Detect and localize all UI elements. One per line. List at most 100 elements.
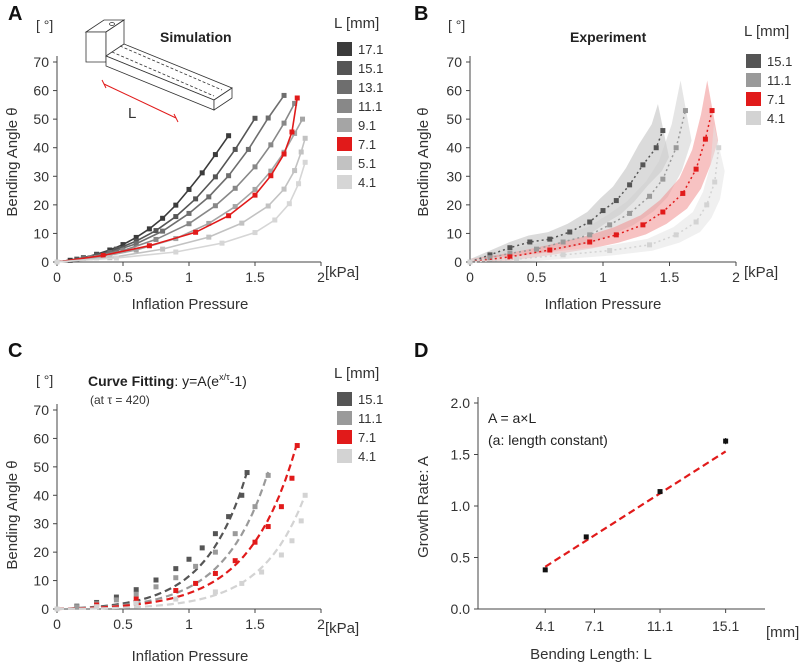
data-point xyxy=(226,133,232,139)
legend-swatch xyxy=(337,42,352,56)
panel-a-letter: A xyxy=(8,3,22,25)
data-point xyxy=(252,192,258,198)
data-point xyxy=(206,194,212,200)
legend-label: 5.1 xyxy=(358,156,376,171)
x-tick-label: 15.1 xyxy=(712,618,739,634)
x-tick-label: 0 xyxy=(53,616,61,632)
data-point xyxy=(268,142,274,148)
data-point xyxy=(206,234,212,240)
data-point xyxy=(640,162,646,168)
data-point xyxy=(265,115,271,121)
data-point xyxy=(298,518,304,524)
panel-d-x-unit: [mm] xyxy=(766,624,799,641)
data-point xyxy=(133,596,139,602)
data-point xyxy=(54,259,60,265)
legend-swatch xyxy=(337,137,352,151)
y-tick-label: 20 xyxy=(33,197,49,213)
data-point xyxy=(507,245,513,251)
data-point xyxy=(673,232,679,238)
data-point xyxy=(709,108,715,114)
data-point xyxy=(113,246,119,252)
data-point xyxy=(587,239,593,245)
y-tick-label: 0 xyxy=(41,601,49,617)
data-point xyxy=(607,248,613,254)
legend-label: 15.1 xyxy=(767,54,792,69)
data-point xyxy=(173,566,179,572)
data-point xyxy=(153,228,159,234)
data-point xyxy=(289,129,295,135)
data-point xyxy=(296,181,302,187)
x-tick-label: 2 xyxy=(317,269,325,285)
data-point xyxy=(487,255,493,261)
x-tick-label: 4.1 xyxy=(536,618,556,634)
y-tick-label: 20 xyxy=(33,544,49,560)
data-point xyxy=(467,259,473,265)
data-point xyxy=(716,145,722,151)
panel-a-x-unit: [kPa] xyxy=(325,264,359,281)
data-point xyxy=(281,151,287,157)
legend-label: 9.1 xyxy=(358,118,376,133)
data-point xyxy=(173,214,179,220)
y-tick-label: 2.0 xyxy=(451,395,471,411)
data-point xyxy=(186,556,192,562)
data-point xyxy=(682,108,688,114)
legend-swatch xyxy=(337,156,352,170)
data-point xyxy=(507,250,513,256)
data-point xyxy=(133,247,139,253)
data-point xyxy=(226,173,232,179)
data-point xyxy=(160,228,166,234)
panel-c-legend: 15.1 11.1 7.1 4.1 xyxy=(337,392,383,464)
legend-label: 17.1 xyxy=(358,42,383,57)
data-point xyxy=(232,558,238,564)
panel-d-letter: D xyxy=(414,340,428,362)
legend-swatch xyxy=(337,118,352,132)
panel-b-x-axis-label: Inflation Pressure xyxy=(545,296,662,313)
panel-c-letter: C xyxy=(8,340,22,362)
data-point xyxy=(173,588,179,594)
data-point xyxy=(193,563,199,569)
data-point xyxy=(583,534,589,540)
legend-swatch xyxy=(337,175,352,189)
data-point xyxy=(268,168,274,174)
panel-a-axes: 0 10 20 30 40 50 60 70 0 0.5 1 1.5 2 xyxy=(33,54,325,285)
data-point xyxy=(640,222,646,228)
data-point xyxy=(113,594,119,600)
data-point xyxy=(281,120,287,126)
data-point xyxy=(292,100,298,106)
data-point xyxy=(133,587,139,593)
data-point xyxy=(173,249,179,255)
data-point xyxy=(660,128,666,134)
legend-label: 4.1 xyxy=(358,449,376,464)
data-point xyxy=(289,475,295,481)
panel-c-legend-title: L [mm] xyxy=(334,365,379,382)
data-point xyxy=(193,196,199,202)
panel-a-legend-title: L [mm] xyxy=(334,15,379,32)
legend-label: 4.1 xyxy=(358,175,376,190)
y-tick-label: 1.0 xyxy=(451,498,471,514)
data-point xyxy=(153,236,159,242)
data-point xyxy=(281,186,287,192)
legend-swatch xyxy=(337,430,352,444)
data-point xyxy=(587,232,593,238)
data-point xyxy=(660,176,666,182)
data-point xyxy=(302,135,308,141)
x-tick-label: 0.5 xyxy=(113,269,133,285)
data-point xyxy=(298,149,304,155)
data-point xyxy=(693,219,699,225)
panel-a: A [ °] Simulation L [mm] 17.115.113.111.… xyxy=(4,3,383,313)
panel-a-unit: [ °] xyxy=(36,17,53,33)
data-point xyxy=(153,577,159,583)
y-tick-label: 10 xyxy=(33,573,49,589)
data-point xyxy=(232,204,238,210)
data-point xyxy=(212,152,218,158)
data-point xyxy=(239,492,245,498)
data-point xyxy=(153,584,159,590)
fit-curve xyxy=(56,494,307,611)
panel-c: C [ °] Curve Fitting: y=A(ex/τ-1) (at τ … xyxy=(4,340,383,665)
x-tick-label: 7.1 xyxy=(585,618,605,634)
y-tick-label: 50 xyxy=(33,459,49,475)
x-tick-label: 0.5 xyxy=(113,616,133,632)
data-point xyxy=(206,220,212,226)
data-point xyxy=(278,552,284,558)
data-point xyxy=(212,570,218,576)
